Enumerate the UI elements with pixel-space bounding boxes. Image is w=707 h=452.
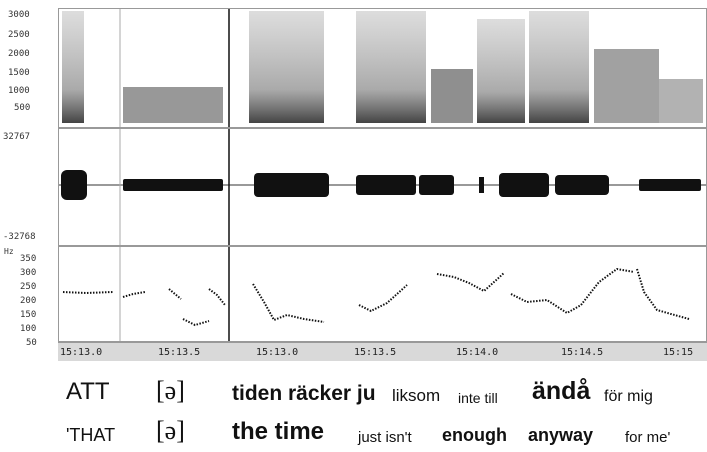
pitch-tick-250: 250 bbox=[20, 282, 37, 292]
pitch-unit-label: Hz bbox=[4, 247, 14, 256]
waveform-min-label: -32768 bbox=[3, 232, 36, 242]
pitch-tick-350: 350 bbox=[20, 254, 37, 264]
transcript-english: 'THAT [ə] the time just isn't enough any… bbox=[0, 414, 707, 452]
spec-tick-3000: 3000 bbox=[8, 10, 30, 20]
swedish-word-att: ATT bbox=[66, 378, 110, 405]
time-tick-4: 15:13.5 bbox=[354, 347, 397, 358]
time-tick-2: 15:13.5 bbox=[158, 347, 201, 358]
spectrogram-panel[interactable] bbox=[58, 8, 707, 128]
pitch-tick-300: 300 bbox=[20, 268, 37, 278]
waveform-max-label: 32767 bbox=[3, 132, 31, 142]
time-tick-5: 15:14.0 bbox=[456, 347, 499, 358]
spectrogram-energy bbox=[62, 11, 703, 123]
time-tick-3: 15:13.0 bbox=[256, 347, 299, 358]
english-word-schwa: [ə] bbox=[156, 416, 185, 445]
spec-tick-2500: 2500 bbox=[8, 30, 30, 40]
pitch-tick-100: 100 bbox=[20, 324, 37, 334]
english-words-the-time: the time bbox=[232, 418, 325, 445]
spec-tick-1500: 1500 bbox=[8, 68, 30, 78]
pitch-tick-50: 50 bbox=[26, 338, 37, 348]
english-word-anyway: anyway bbox=[528, 425, 594, 445]
transcript-swedish: ATT [ə] tiden räcker ju liksom inte till… bbox=[0, 372, 707, 412]
pitch-panel[interactable] bbox=[58, 246, 707, 342]
pitch-tick-150: 150 bbox=[20, 310, 37, 320]
swedish-words-tiden: tiden räcker ju bbox=[232, 382, 376, 405]
waveform-segments bbox=[61, 170, 701, 200]
swedish-word-liksom: liksom bbox=[392, 386, 441, 405]
swedish-word-anda: ändå bbox=[532, 377, 591, 405]
english-word-that: 'THAT bbox=[66, 425, 116, 445]
waveform-plot bbox=[59, 129, 706, 245]
pitch-contours bbox=[62, 267, 690, 327]
english-words-for-me: for me' bbox=[625, 429, 671, 446]
english-words-just-isnt: just isn't bbox=[358, 429, 412, 446]
time-ruler[interactable]: 15:13.0 15:13.5 15:13.0 15:13.5 15:14.0 … bbox=[58, 342, 707, 361]
english-word-enough: enough bbox=[442, 425, 507, 445]
pitch-plot bbox=[62, 247, 690, 341]
spec-tick-500: 500 bbox=[14, 103, 31, 113]
time-tick-6: 15:14.5 bbox=[561, 347, 604, 358]
swedish-word-schwa: [ə] bbox=[156, 376, 185, 405]
spec-tick-2000: 2000 bbox=[8, 49, 30, 59]
swedish-words-inte-till: inte till bbox=[458, 390, 498, 406]
pitch-tick-200: 200 bbox=[20, 296, 37, 306]
spec-tick-1000: 1000 bbox=[8, 86, 30, 96]
time-tick-1: 15:13.0 bbox=[60, 347, 103, 358]
time-tick-7: 15:15 bbox=[663, 347, 694, 358]
swedish-words-for-mig: för mig bbox=[604, 388, 653, 405]
waveform-panel[interactable] bbox=[58, 128, 707, 246]
spectrogram-plot bbox=[62, 9, 703, 127]
